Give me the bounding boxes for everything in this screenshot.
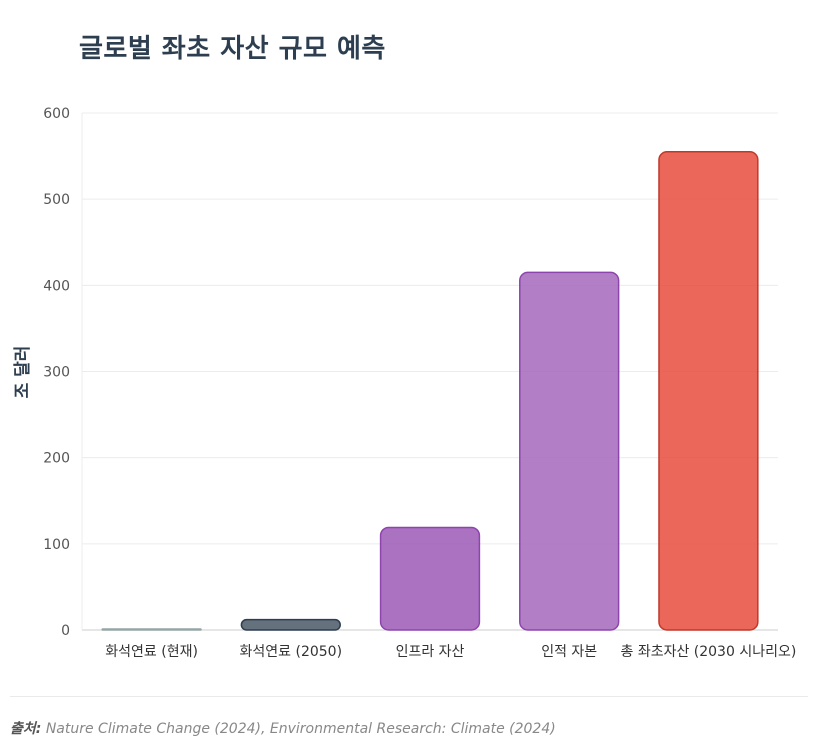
footer-divider <box>10 696 808 697</box>
y-tick-label: 200 <box>43 451 70 467</box>
chart-title: 글로벌 좌초 자산 규모 예측 <box>79 34 386 64</box>
bars <box>101 151 759 631</box>
bar[interactable] <box>379 526 481 631</box>
bar[interactable] <box>519 271 620 631</box>
source-label: 출처: <box>10 721 42 737</box>
source-text: Nature Climate Change (2024), Environmen… <box>45 721 556 737</box>
x-tick-label: 인적 자본 <box>541 644 597 660</box>
bar[interactable] <box>658 151 759 631</box>
y-tick-label: 300 <box>43 365 70 381</box>
y-axis-ticks: 0 100 200 300 400 500 600 <box>43 106 70 639</box>
x-tick-label: 인프라 자산 <box>396 644 465 660</box>
bar[interactable] <box>240 618 341 631</box>
source-note: 출처: Nature Climate Change (2024), Enviro… <box>10 718 556 738</box>
y-tick-label: 600 <box>43 106 70 122</box>
y-tick-label: 400 <box>43 278 70 294</box>
bar[interactable] <box>101 628 202 631</box>
y-tick-label: 100 <box>43 537 70 553</box>
x-tick-label: 화석연료 (현재) <box>105 644 198 660</box>
bar-chart: 0 100 200 300 400 500 600 화석연료 (현재) 화석연료 (2050)… <box>12 106 796 660</box>
y-tick-label: 500 <box>43 192 70 208</box>
y-tick-label: 0 <box>61 623 70 639</box>
x-tick-label: 화석연료 (2050) <box>240 644 343 660</box>
x-axis-labels: 화석연료 (현재) 화석연료 (2050) 인프라 자산 인적 자본 총 좌초자산 (2… <box>105 644 796 660</box>
y-axis-label: 조 달러 <box>12 346 33 399</box>
x-tick-label: 총 좌초자산 (2030 시나리오) <box>620 644 796 660</box>
